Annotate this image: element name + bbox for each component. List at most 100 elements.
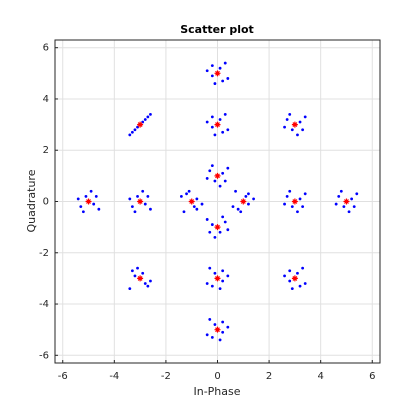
point [149, 112, 152, 116]
point [210, 115, 214, 119]
point [347, 210, 351, 214]
y-tick-label: 6 [43, 43, 49, 54]
point [218, 184, 222, 188]
point [143, 202, 147, 206]
point [213, 271, 217, 275]
y-tick-label: -2 [39, 248, 49, 259]
point [208, 169, 212, 173]
point [337, 194, 341, 198]
point [283, 125, 286, 129]
point [296, 133, 299, 137]
point [149, 279, 152, 283]
point [192, 205, 196, 209]
plot-frame [54, 39, 381, 364]
x-axis-label: In-Phase [193, 385, 240, 398]
point [298, 197, 302, 201]
point [185, 192, 188, 196]
point [210, 64, 214, 68]
point [334, 202, 338, 206]
point [141, 271, 145, 275]
point [143, 282, 147, 285]
point [221, 79, 225, 83]
point [213, 323, 217, 326]
reference-point [85, 198, 92, 205]
reference-point [137, 275, 144, 282]
reference-point [137, 198, 144, 205]
point [298, 120, 302, 124]
point [136, 266, 139, 270]
point [339, 189, 343, 193]
point [213, 133, 217, 137]
point [130, 205, 134, 209]
point [303, 192, 307, 196]
point [285, 194, 289, 198]
point [226, 166, 230, 170]
y-axis-label: Quadrature [25, 169, 38, 232]
point [226, 274, 230, 278]
point [285, 118, 289, 121]
point [303, 282, 307, 285]
point [223, 61, 227, 65]
point [290, 205, 294, 209]
point [283, 202, 286, 206]
point [141, 189, 145, 193]
point [301, 205, 305, 209]
x-tick-label: 4 [317, 371, 323, 382]
point [208, 230, 212, 234]
point [223, 179, 227, 183]
point [195, 197, 199, 201]
reference-point [214, 172, 221, 179]
point [187, 189, 191, 193]
x-tick-label: 2 [266, 371, 272, 382]
point [208, 318, 212, 321]
point [290, 128, 294, 132]
point [136, 194, 139, 198]
chart-title: Scatter plot [180, 23, 254, 36]
point [133, 210, 137, 214]
point [76, 197, 80, 201]
point [221, 279, 225, 283]
reference-point [188, 198, 195, 205]
point [143, 118, 147, 121]
point [97, 207, 101, 211]
y-tick-label: 0 [43, 197, 49, 208]
point [84, 194, 88, 198]
point [205, 218, 209, 221]
point [218, 338, 222, 342]
reference-point [214, 121, 221, 128]
point [247, 202, 250, 206]
point [179, 194, 183, 198]
point [218, 66, 222, 70]
reference-point [291, 121, 298, 128]
point [355, 192, 359, 196]
point [226, 228, 230, 232]
point [213, 235, 217, 239]
reference-point [214, 326, 221, 333]
x-tick-label: -2 [161, 371, 171, 382]
reference-point [214, 224, 221, 231]
point [218, 118, 222, 121]
point [288, 189, 292, 193]
point [296, 271, 299, 275]
point [182, 210, 186, 214]
reference-point [291, 275, 298, 282]
point [223, 220, 227, 224]
reference-point [343, 198, 350, 205]
point [252, 197, 256, 201]
y-tick-label: 2 [43, 145, 49, 156]
point [210, 284, 214, 288]
point [210, 164, 214, 168]
point [128, 287, 132, 291]
point [218, 230, 222, 234]
point [205, 69, 209, 73]
point [128, 133, 132, 137]
point [146, 115, 150, 119]
point [218, 287, 222, 291]
point [239, 210, 243, 214]
point [303, 115, 307, 119]
x-tick-label: 0 [214, 371, 220, 382]
point [301, 266, 305, 270]
x-tick-label: 6 [369, 371, 375, 382]
